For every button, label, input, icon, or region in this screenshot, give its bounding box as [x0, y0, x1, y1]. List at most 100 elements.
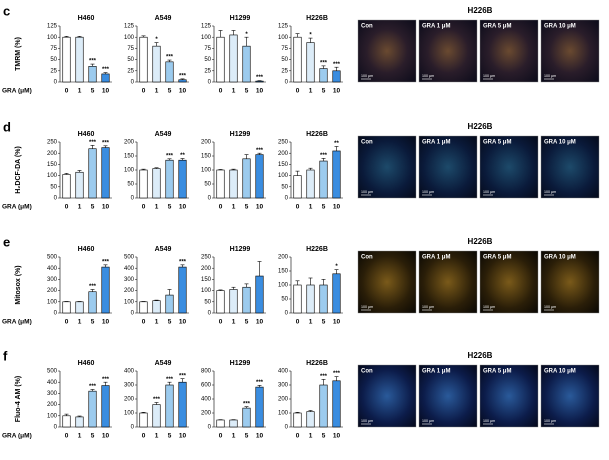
scale-label: 100 μm — [422, 305, 434, 309]
y-tick-label: 100 — [278, 283, 289, 289]
significance: *** — [89, 284, 97, 290]
y-tick-label: 100 — [47, 35, 58, 41]
x-tick-label: 10 — [256, 88, 264, 95]
significance: * — [155, 37, 158, 43]
x-tick-label: 10 — [102, 204, 110, 211]
y-tick-label: 300 — [47, 391, 58, 397]
x-tick-label: 0 — [65, 88, 69, 95]
significance: *** — [166, 153, 174, 159]
significance: *** — [89, 384, 97, 390]
bar — [88, 291, 97, 314]
y-tick-label: 600 — [201, 383, 212, 389]
chart-title: H1299 — [230, 15, 251, 22]
y-tick-label: 200 — [47, 288, 58, 294]
x-tick-label: 5 — [91, 88, 95, 95]
y-tick-label: 500 — [47, 369, 58, 375]
micrograph — [357, 364, 417, 428]
chart-title: A549 — [155, 131, 172, 138]
y-tick-label: 200 — [278, 151, 289, 157]
y-tick-label: 500 — [124, 255, 135, 261]
y-tick-label: 100 — [201, 168, 212, 174]
bar — [293, 175, 302, 199]
micrograph — [540, 135, 600, 199]
bar — [62, 415, 71, 428]
micrograph — [418, 364, 478, 428]
x-tick-label: 5 — [245, 88, 249, 95]
bar — [75, 416, 84, 428]
bar — [332, 273, 341, 314]
significance: *** — [256, 148, 264, 154]
significance: *** — [166, 377, 174, 383]
significance: *** — [179, 373, 187, 379]
y-tick-label: 50 — [127, 57, 134, 63]
image-label: GRA 10 μM — [544, 369, 576, 375]
x-tick-label: 0 — [142, 319, 146, 326]
y-tick-label: 150 — [201, 154, 212, 160]
bar — [178, 159, 187, 199]
significance: *** — [320, 374, 328, 380]
bar — [75, 301, 84, 314]
significance: *** — [102, 67, 110, 73]
x-tick-label: 10 — [179, 319, 187, 326]
image-label: GRA 5 μM — [483, 24, 511, 30]
micrograph — [479, 19, 539, 83]
scale-label: 100 μm — [544, 305, 556, 309]
y-tick-label: 50 — [204, 299, 211, 305]
y-tick-label: 200 — [124, 140, 135, 146]
bar — [229, 169, 238, 199]
y-tick-label: 150 — [278, 162, 289, 168]
x-tick-label: 10 — [333, 204, 341, 211]
scale-label: 100 μm — [361, 190, 373, 194]
image-label: Con — [361, 24, 373, 30]
image-label: GRA 1 μM — [422, 369, 450, 375]
image-title: H226B — [468, 237, 493, 246]
chart-title: H1299 — [230, 246, 251, 253]
bar — [306, 284, 315, 314]
y-tick-label: 125 — [278, 24, 289, 30]
bar — [152, 404, 161, 428]
scale-label: 100 μm — [422, 419, 434, 423]
x-tick-label: 1 — [232, 319, 236, 326]
y-tick-label: 25 — [127, 68, 134, 74]
y-tick-label: 400 — [47, 380, 58, 386]
x-tick-label: 0 — [296, 433, 300, 440]
x-tick-label: 10 — [102, 319, 110, 326]
y-tick-label: 150 — [201, 277, 212, 283]
y-tick-label: 0 — [285, 80, 289, 86]
y-axis-title: H₂DCF-DA (%) — [15, 146, 22, 194]
y-tick-label: 250 — [278, 140, 289, 146]
x-tick-label: 0 — [296, 88, 300, 95]
x-axis-title: GRA (μM) — [2, 88, 32, 95]
chart-title: H226B — [306, 131, 328, 138]
micrograph — [418, 19, 478, 83]
bar — [75, 36, 84, 83]
y-tick-label: 400 — [124, 369, 135, 375]
y-tick-label: 100 — [124, 35, 135, 41]
x-tick-label: 5 — [91, 319, 95, 326]
x-tick-label: 10 — [102, 88, 110, 95]
bar — [75, 171, 84, 199]
x-tick-label: 5 — [168, 204, 172, 211]
scale-label: 100 μm — [422, 74, 434, 78]
bar — [242, 286, 251, 314]
significance: *** — [102, 259, 110, 265]
bar — [178, 381, 187, 428]
bar — [62, 36, 71, 83]
x-tick-label: 1 — [232, 433, 236, 440]
chart-title: H226B — [306, 15, 328, 22]
y-tick-label: 0 — [208, 425, 212, 431]
x-tick-label: 1 — [309, 88, 313, 95]
x-tick-label: 10 — [179, 88, 187, 95]
x-tick-label: 0 — [65, 433, 69, 440]
x-tick-label: 10 — [256, 319, 264, 326]
bar — [293, 284, 302, 314]
y-tick-label: 100 — [201, 35, 212, 41]
x-tick-label: 1 — [309, 319, 313, 326]
micrograph — [540, 250, 600, 314]
bar — [306, 42, 315, 83]
bar — [139, 301, 148, 314]
y-tick-label: 100 — [278, 35, 289, 41]
y-tick-label: 50 — [50, 57, 57, 63]
y-tick-label: 0 — [54, 196, 58, 202]
significance: * — [309, 33, 312, 39]
